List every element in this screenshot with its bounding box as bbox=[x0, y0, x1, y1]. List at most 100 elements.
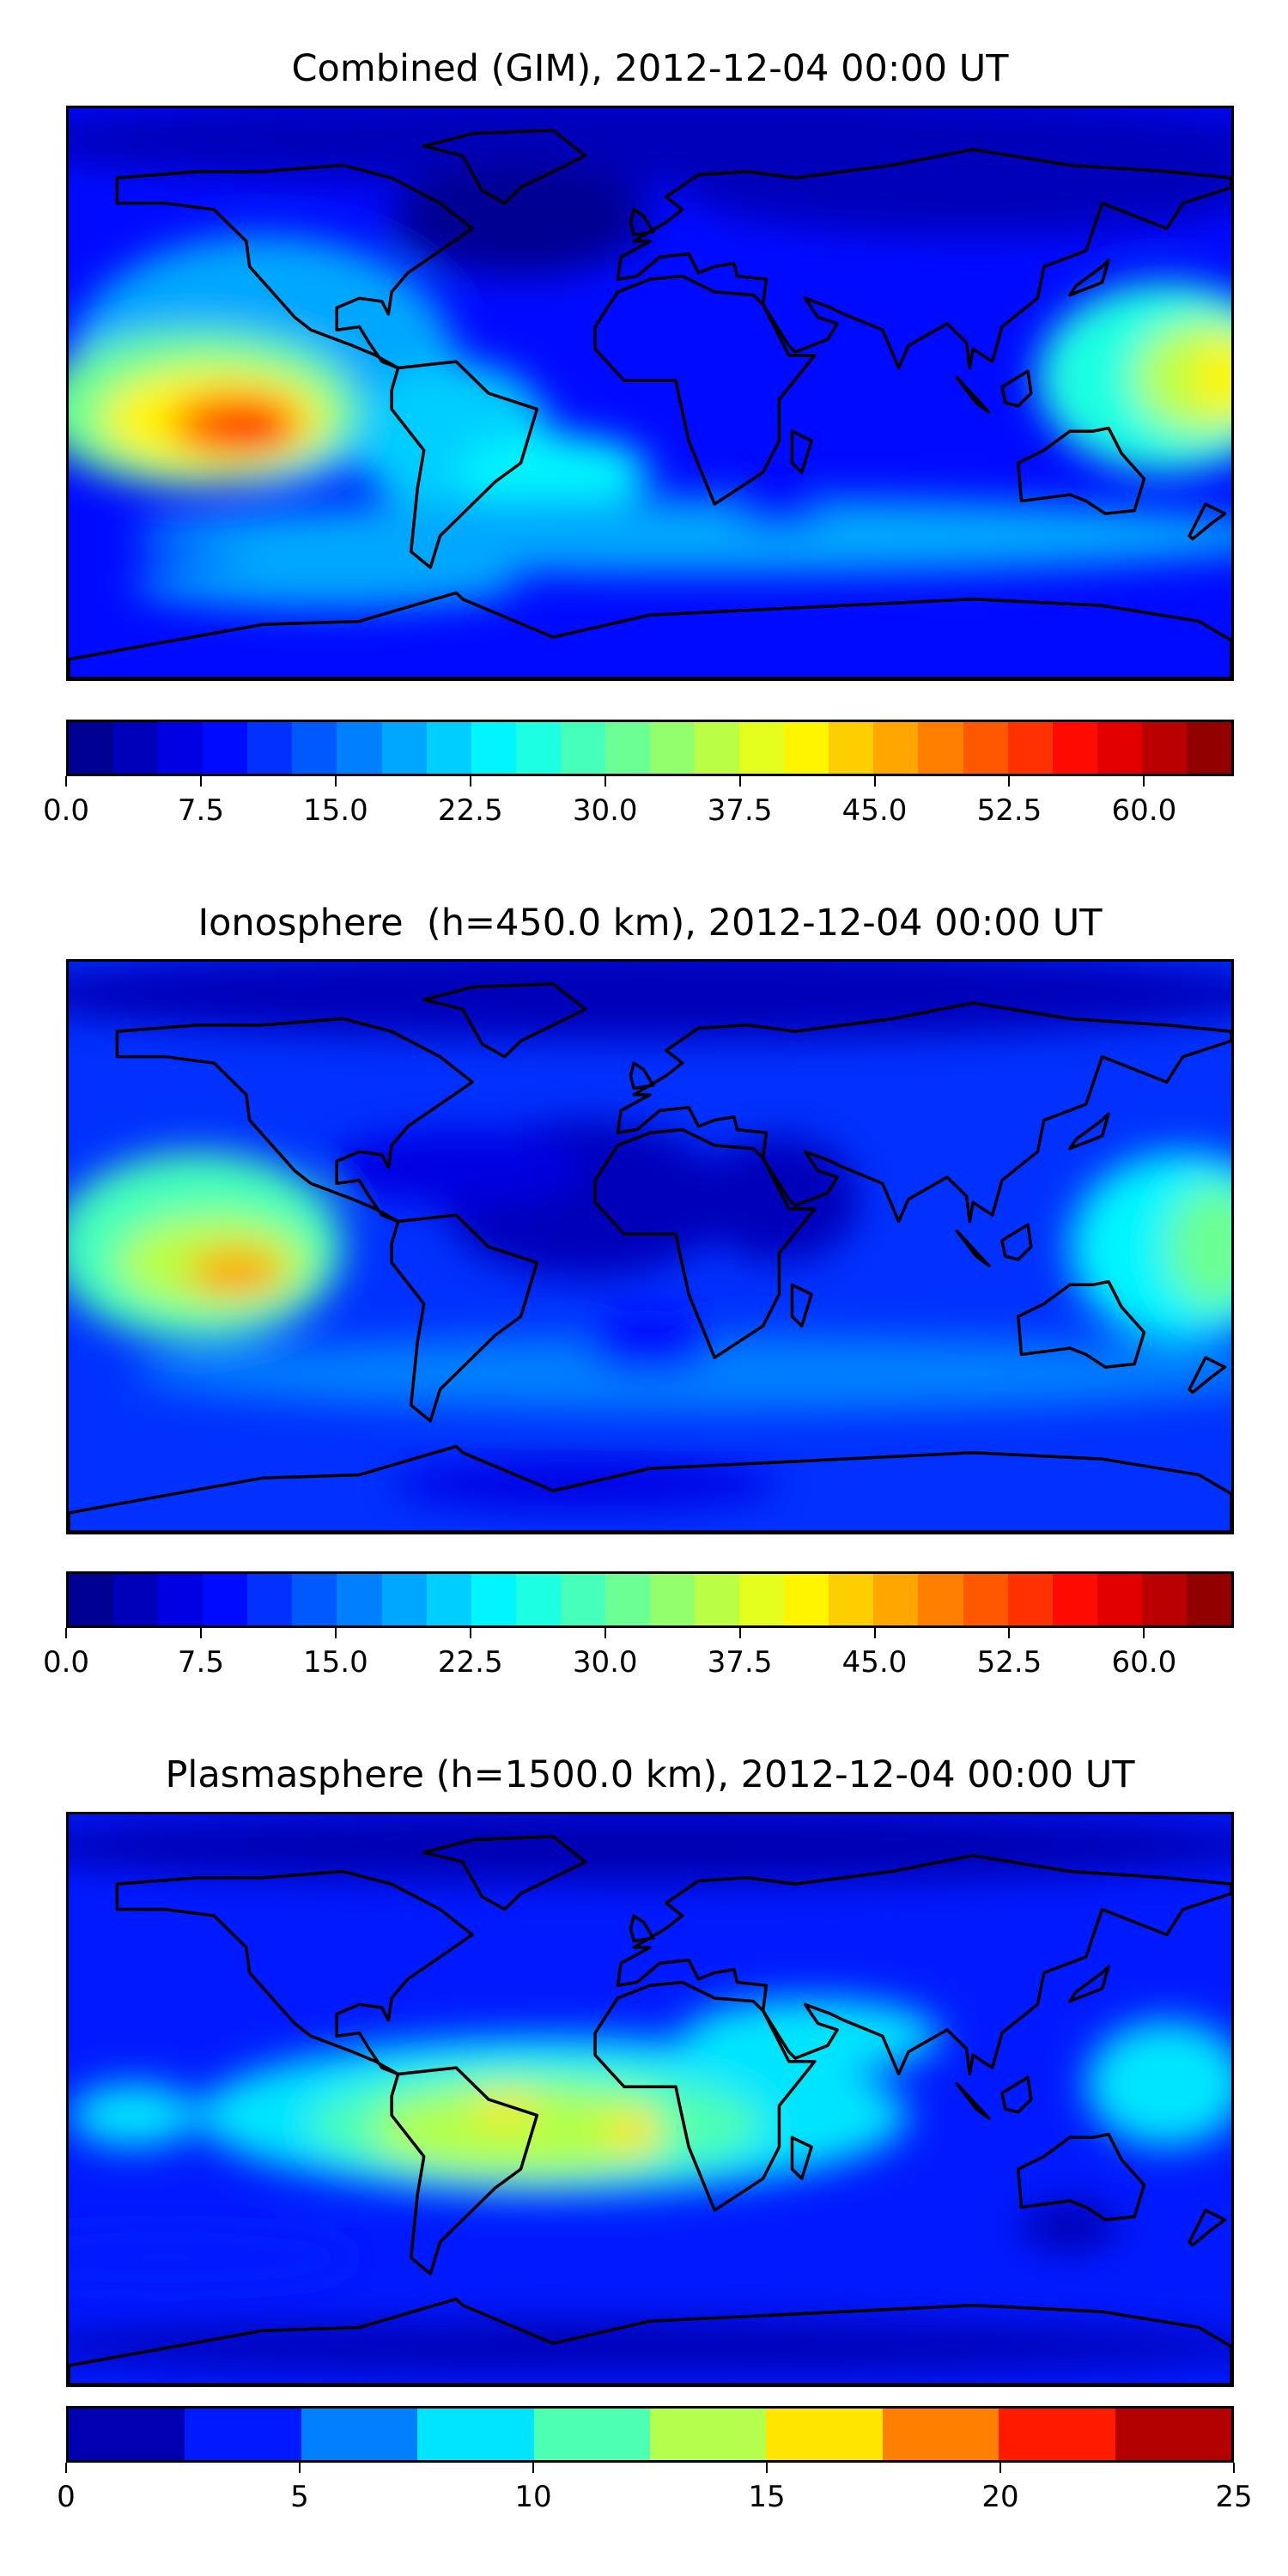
coastline bbox=[1000, 1223, 1033, 1261]
colorbar-segment bbox=[471, 722, 516, 774]
colorbar-segment bbox=[784, 722, 829, 774]
colorbar-tick bbox=[532, 2463, 534, 2473]
coastline bbox=[390, 1213, 539, 1423]
colorbar-tick-label: 45.0 bbox=[841, 793, 908, 828]
colorbar-tick-label: 7.5 bbox=[177, 1645, 224, 1680]
colorbar-tick bbox=[873, 776, 876, 787]
contour-region bbox=[1192, 339, 1231, 416]
colorbar-segment bbox=[695, 722, 740, 774]
contour-region bbox=[69, 2232, 360, 2283]
colorbar-tick bbox=[1008, 776, 1011, 787]
colorbar-segment bbox=[1007, 722, 1053, 774]
colorbar-segment bbox=[829, 722, 874, 774]
coastline bbox=[790, 2136, 813, 2180]
panel-title: Plasmasphere (h=1500.0 km), 2012-12-04 0… bbox=[165, 1753, 1135, 1796]
contour-region bbox=[1021, 2201, 1119, 2252]
colorbar-tick bbox=[334, 1628, 337, 1638]
colorbar-tick-label: 52.5 bbox=[976, 793, 1042, 828]
colorbar-tick-label: 60.0 bbox=[1111, 1645, 1177, 1680]
colorbar-segment bbox=[69, 722, 114, 774]
contour-region bbox=[605, 2109, 664, 2154]
colorbar-tick-label: 52.5 bbox=[976, 1645, 1042, 1680]
colorbar-segment bbox=[69, 1574, 114, 1625]
coastline bbox=[616, 148, 1231, 370]
colorbar-ticks: 0.0 7.5 15.0 22.5 30.0 37.5 45.0 52.5 60.0 bbox=[43, 776, 1234, 828]
colorbar-segment bbox=[113, 722, 159, 774]
colorbar-tick bbox=[873, 1628, 876, 1638]
coastline bbox=[1000, 2075, 1033, 2114]
coastline bbox=[1068, 258, 1110, 297]
colorbar-segment bbox=[605, 722, 651, 774]
coastline bbox=[1017, 426, 1146, 515]
contour-region bbox=[472, 2093, 538, 2125]
coastline bbox=[390, 360, 539, 569]
colorbar bbox=[66, 2406, 1234, 2463]
colorbar-segment bbox=[873, 722, 919, 774]
coastline bbox=[955, 2081, 991, 2120]
contour-region bbox=[69, 1814, 1231, 1885]
colorbar-tick bbox=[766, 2463, 768, 2473]
colorbar-segment bbox=[918, 1574, 963, 1625]
colorbar-segment bbox=[873, 1574, 919, 1625]
coastline bbox=[593, 274, 817, 506]
colorbar-segment bbox=[739, 722, 785, 774]
colorbar-segment bbox=[695, 1574, 740, 1625]
colorbar-tick bbox=[1143, 1628, 1145, 1638]
contour-region bbox=[456, 434, 650, 511]
colorbar-tick-label: 45.0 bbox=[841, 1645, 908, 1680]
colorbar-segment bbox=[158, 1574, 204, 1625]
colorbar-tick bbox=[1008, 1628, 1011, 1638]
coastline bbox=[629, 1914, 655, 1943]
colorbar-tick-label: 15 bbox=[748, 2480, 786, 2514]
colorbar-tick bbox=[469, 776, 471, 787]
colorbar-segment bbox=[1007, 1574, 1053, 1625]
coastline bbox=[422, 1835, 587, 1911]
colorbar-segment bbox=[963, 1574, 1008, 1625]
colorbar-ticks: 0 5 10 15 20 25 bbox=[57, 2463, 1253, 2514]
colorbar-segment bbox=[1141, 1574, 1187, 1625]
colorbar-segment bbox=[417, 2409, 534, 2460]
coastline bbox=[593, 1127, 817, 1359]
map-panel bbox=[66, 959, 1234, 1534]
coastline bbox=[955, 375, 991, 414]
colorbar-segment bbox=[560, 722, 605, 774]
contour-region bbox=[1166, 1183, 1231, 1310]
colorbar-segment bbox=[766, 2409, 883, 2460]
colorbar-tick-label: 30.0 bbox=[572, 1645, 638, 1680]
coastline bbox=[629, 208, 655, 237]
colorbar-segment bbox=[69, 2409, 185, 2460]
colorbar-segment bbox=[1097, 1574, 1142, 1625]
coastline bbox=[1017, 1279, 1146, 1369]
colorbar-tick bbox=[65, 776, 67, 787]
colorbar-segment bbox=[515, 1574, 561, 1625]
colorbar-segment bbox=[185, 2409, 301, 2460]
colorbar-tick-label: 25 bbox=[1215, 2480, 1253, 2514]
colorbar-segment bbox=[533, 2409, 651, 2460]
colorbar-tick bbox=[199, 1628, 202, 1638]
coastline bbox=[616, 1001, 1231, 1224]
contour-region bbox=[69, 2083, 198, 2148]
colorbar-tick-label: 7.5 bbox=[177, 793, 224, 828]
coastline bbox=[390, 2066, 539, 2275]
colorbar-tick bbox=[999, 2463, 1001, 2473]
map-panel bbox=[66, 106, 1234, 681]
contour-region bbox=[698, 1135, 860, 1263]
contour-region bbox=[731, 478, 828, 530]
colorbar-tick-label: 22.5 bbox=[437, 1645, 503, 1680]
colorbar-segment bbox=[1141, 722, 1187, 774]
colorbar-tick bbox=[469, 1628, 471, 1638]
colorbar-tick-label: 22.5 bbox=[437, 793, 503, 828]
colorbar-tick-label: 0.0 bbox=[42, 1645, 90, 1680]
colorbar-tick bbox=[738, 1628, 741, 1638]
colorbar-segment bbox=[739, 1574, 785, 1625]
colorbar-segment bbox=[515, 722, 561, 774]
coastline bbox=[955, 1229, 991, 1267]
colorbar-tick bbox=[738, 776, 741, 787]
colorbar-segment bbox=[337, 722, 382, 774]
colorbar-segment bbox=[337, 1574, 382, 1625]
colorbar-tick-label: 15.0 bbox=[302, 1645, 368, 1680]
coastline bbox=[790, 429, 813, 474]
colorbar-segment bbox=[1052, 1574, 1097, 1625]
colorbar-segment bbox=[560, 1574, 605, 1625]
colorbar-tick-label: 0.0 bbox=[42, 793, 90, 828]
